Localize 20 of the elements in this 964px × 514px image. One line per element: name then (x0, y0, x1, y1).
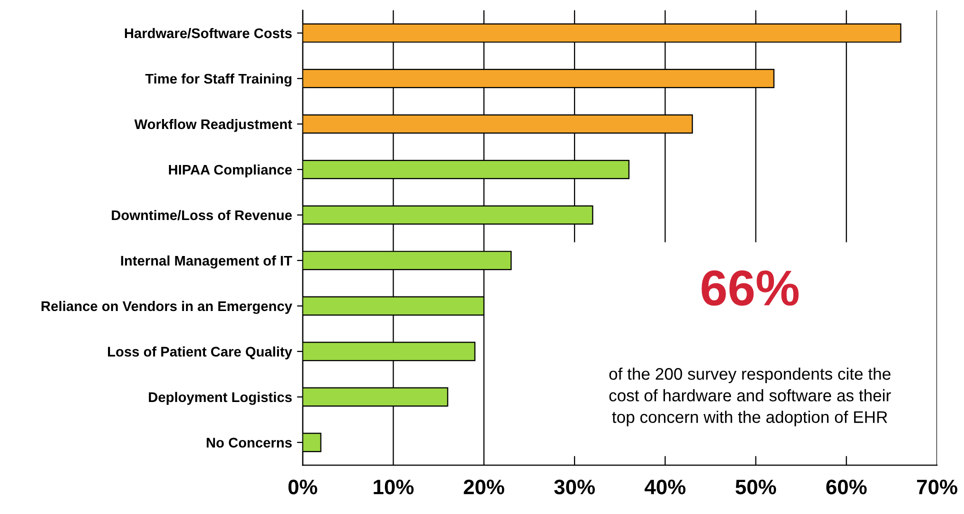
annotation: 66% (702, 270, 799, 306)
x-tick-label: 60% (826, 480, 867, 494)
y-tick-label: Workflow Readjustment (134, 118, 292, 132)
y-tick-label: Hardware/Software Costs (124, 28, 292, 38)
y-tick-label: HIPAA Compliance (168, 164, 292, 178)
x-tick-label: 0% (288, 480, 318, 494)
y-tick-label: Internal Management of IT (121, 255, 292, 268)
annotation: of the 200 survey respondents cite the cost of hardware and software as their top concern with the adoption of EHR (609, 368, 891, 426)
y-tick-label: Time for Staff Training (145, 73, 292, 86)
y-tick-label: Loss of Patient Care Quality (108, 346, 292, 360)
x-tick-label: 50% (736, 480, 776, 494)
x-tick-label: 20% (464, 480, 504, 494)
y-tick-label: Deployment Logistics (148, 392, 292, 405)
y-tick-label: No Concerns (206, 438, 292, 448)
x-tick-label: 30% (554, 480, 595, 494)
y-tick-label: Reliance on Vendors in an Emergency (42, 300, 292, 314)
x-tick-label: 70% (917, 480, 958, 494)
x-tick-label: 40% (644, 480, 686, 494)
x-tick-label: 10% (374, 480, 414, 494)
y-tick-label: Downtime/Loss of Revenue (112, 210, 292, 220)
